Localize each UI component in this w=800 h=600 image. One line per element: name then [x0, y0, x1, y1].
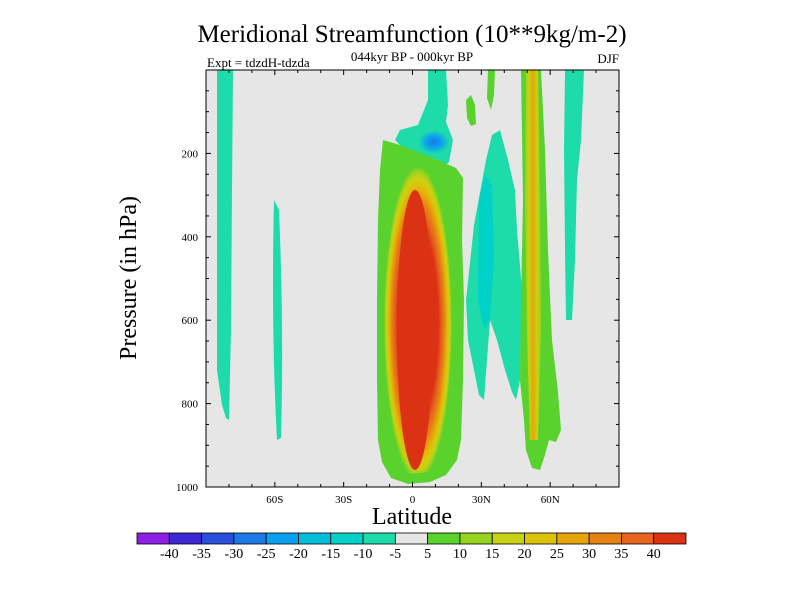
colorbar-label: -10	[354, 547, 373, 562]
colorbar-swatch	[265, 532, 299, 545]
y-tick-label: 1000	[176, 482, 199, 494]
contour-nh-secondary-positive-b	[487, 70, 495, 110]
colorbar-swatch	[556, 532, 590, 545]
colorbar-label: -20	[289, 547, 308, 562]
x-tick-labels: 60S 30S 0 30N 60N	[266, 494, 559, 506]
contour-sh-high-lat-negative	[217, 70, 233, 420]
colorbar-label: -35	[192, 547, 211, 562]
colorbar-swatch	[298, 532, 332, 545]
colorbar: -40 -35 -30 -25 -20 -15 -10 -5 5 10 15 20 25 30 35 40	[136, 532, 687, 562]
y-axis-label: Pressure (in hPa)	[116, 196, 142, 360]
x-tick-label: 60N	[541, 494, 560, 506]
colorbar-swatch	[524, 532, 558, 545]
colorbar-swatch	[330, 532, 364, 545]
x-axis-label: Latitude	[372, 504, 452, 530]
colorbar-swatch	[653, 532, 687, 545]
colorbar-label: -5	[390, 547, 402, 562]
chart-subtitle-right: DJF	[597, 51, 619, 66]
contour-upper-negative-core-outer	[418, 130, 450, 154]
colorbar-swatch	[233, 532, 267, 545]
y-tick-label: 800	[182, 399, 199, 411]
colorbar-label: -25	[257, 547, 276, 562]
colorbar-label: -30	[225, 547, 244, 562]
y-tick-labels: 200 400 600 800 1000	[176, 148, 199, 494]
contour-nh-subtropical-negative-core	[478, 175, 494, 330]
x-tick-label: 30S	[335, 494, 352, 506]
colorbar-label: 35	[614, 547, 628, 562]
contour-nh-positive-band-core	[525, 70, 541, 440]
colorbar-swatch	[394, 532, 429, 545]
colorbar-swatch	[427, 532, 461, 545]
contour-fields	[217, 70, 584, 484]
contour-nh-high-lat-negative	[564, 70, 584, 320]
colorbar-label: 10	[453, 547, 467, 562]
colorbar-swatch	[588, 532, 622, 545]
colorbar-swatch	[362, 532, 396, 545]
colorbar-swatch	[201, 532, 235, 545]
colorbar-swatch	[168, 532, 202, 545]
x-tick-label: 60S	[266, 494, 283, 506]
x-tick-label: 30N	[472, 494, 491, 506]
axis-ticks	[205, 69, 620, 488]
chart-subtitle-left: Expt = tdzdH-tdzda	[207, 55, 310, 70]
colorbar-label: 30	[582, 547, 596, 562]
y-tick-label: 600	[182, 315, 199, 327]
x-tick-label: 0	[410, 494, 416, 506]
contour-nh-secondary-positive	[466, 95, 476, 126]
contour-main-positive-peak	[397, 190, 433, 470]
colorbar-label: 20	[518, 547, 532, 562]
colorbar-label: 40	[647, 547, 661, 562]
colorbar-label: 25	[550, 547, 564, 562]
colorbar-label: 5	[424, 547, 431, 562]
colorbar-swatch	[459, 532, 493, 545]
colorbar-label: -40	[160, 547, 179, 562]
colorbar-swatch	[491, 532, 525, 545]
y-tick-label: 400	[182, 232, 199, 244]
chart-title: Meridional Streamfunction (10**9kg/m-2)	[197, 21, 626, 48]
colorbar-label: 15	[485, 547, 499, 562]
colorbar-swatch	[621, 532, 655, 545]
contour-sh-mid-lat-negative	[273, 200, 283, 440]
colorbar-label: -15	[321, 547, 340, 562]
colorbar-swatch	[136, 532, 170, 545]
y-tick-label: 200	[182, 148, 199, 160]
chart-subtitle-center: 044kyr BP - 000kyr BP	[351, 49, 473, 64]
